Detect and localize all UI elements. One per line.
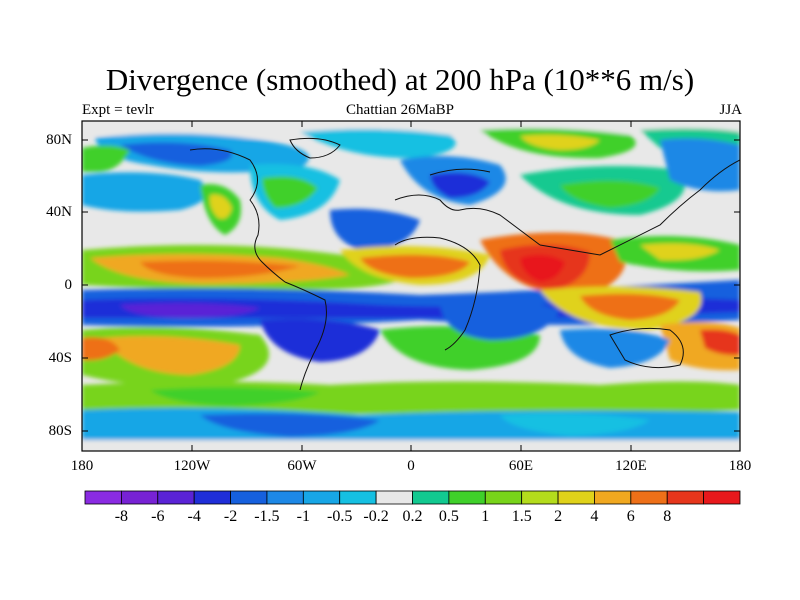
colorbar-label: -1.5 (254, 508, 280, 525)
lat-label-0: 0 (64, 277, 73, 293)
colorbar-box (703, 490, 741, 505)
colorbar-box (339, 490, 377, 505)
coastlines (189, 137, 740, 391)
colorbar-box (120, 490, 159, 505)
colorbar-label: -0.5 (327, 508, 353, 525)
colorbar-label: 0.5 (438, 508, 459, 525)
colorbar-box (266, 490, 304, 505)
colorbar-label: 8 (663, 508, 672, 525)
lon-label-60e: 60E (508, 458, 534, 474)
colorbar-box (521, 490, 559, 505)
colorbar (84, 490, 741, 505)
colorbar-box (84, 490, 122, 505)
colorbar-label: -8 (114, 508, 129, 525)
colorbar-box (302, 490, 341, 505)
colorbar-box (157, 490, 195, 505)
colorbar-label: 0.2 (402, 508, 423, 525)
colorbar-box (412, 490, 450, 505)
lat-label-40n: 40N (46, 204, 72, 220)
colorbar-box (594, 490, 632, 505)
divergence-field (82, 121, 740, 451)
colorbar-label: -2 (223, 508, 238, 525)
colorbar-label: 1.5 (511, 508, 532, 525)
colorbar-label: -0.2 (363, 508, 389, 525)
colorbar-label: -1 (296, 508, 310, 525)
lon-label-60w: 60W (287, 458, 317, 474)
lon-label-120e: 120E (615, 458, 647, 474)
colorbar-label: -6 (151, 508, 165, 525)
colorbar-label: 6 (626, 508, 635, 525)
colorbar-box (193, 490, 231, 505)
lon-label-180-right: 180 (728, 458, 752, 474)
axis-ticks (82, 121, 740, 451)
season-label: JJA (719, 102, 742, 118)
colorbar-box (448, 490, 486, 505)
colorbar-box (630, 490, 668, 505)
lat-label-40s: 40S (48, 350, 72, 366)
colorbar-label: 2 (554, 508, 563, 525)
colorbar-label: -4 (187, 508, 201, 525)
colorbar-box (557, 490, 595, 505)
lon-label-0: 0 (407, 458, 415, 474)
lat-label-80n: 80N (46, 132, 72, 148)
colorbar-box (666, 490, 705, 505)
lon-label-120w: 120W (173, 458, 211, 474)
lon-label-180-left: 180 (70, 458, 94, 474)
experiment-label: Expt = tevlr (82, 102, 154, 118)
lat-label-80s: 80S (48, 423, 72, 439)
colorbar-label: 4 (590, 508, 599, 525)
colorbar-box (375, 490, 413, 505)
chart-title: Divergence (smoothed) at 200 hPa (10**6 … (105, 62, 695, 97)
colorbar-box (484, 490, 523, 505)
period-label: Chattian 26MaBP (346, 102, 454, 118)
colorbar-label: 1 (481, 508, 490, 525)
colorbar-box (230, 490, 268, 505)
